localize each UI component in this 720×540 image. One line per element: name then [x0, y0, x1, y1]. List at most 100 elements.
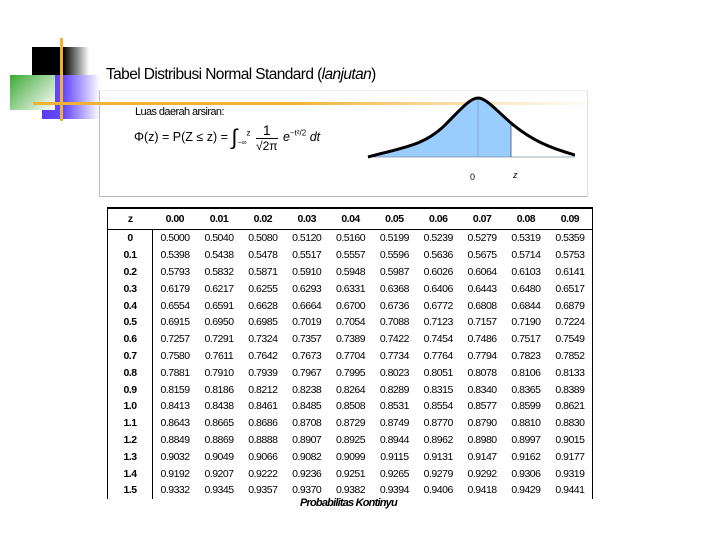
probability-cell: 0.8770: [423, 417, 454, 430]
probability-cell: 0.5793: [160, 265, 190, 278]
probability-cell: 0.5239: [423, 232, 454, 245]
probability-cell: 0.9292: [467, 467, 498, 480]
probability-cell: 0.6217: [204, 282, 234, 295]
table-row: 0.4 0.6554 0.6591 0.6628 0.6664 0.6700 0.6736 0…: [107, 297, 593, 314]
probability-cell: 0.6368: [379, 282, 410, 295]
probability-cell: 0.9099: [335, 450, 366, 463]
probability-cell: 0.9418: [467, 484, 498, 497]
probability-cell: 0.7291: [204, 333, 234, 346]
probability-cell: 0.8133: [555, 366, 585, 379]
probability-cell: 0.5636: [423, 249, 454, 262]
z-value-cell: 0.9: [107, 381, 153, 398]
integral-sign: ∫: [231, 124, 238, 150]
probability-cell: 0.5040: [204, 232, 234, 245]
title-text: Tabel Distribusi Normal Standard (: [106, 66, 322, 83]
title-end: ): [371, 66, 376, 83]
probability-cell: 0.7054: [335, 316, 366, 329]
probability-cell: 0.8849: [160, 433, 190, 446]
probability-cell: 0.7734: [379, 349, 410, 362]
probability-cell: 0.5120: [292, 232, 322, 245]
probability-cell: 0.6103: [511, 265, 541, 278]
z-value-cell: 1.0: [107, 397, 153, 415]
probability-cell: 0.9236: [292, 467, 322, 480]
probability-cell: 0.9319: [555, 467, 585, 480]
probability-cell: 0.9147: [467, 450, 498, 463]
probability-cell: 0.8186: [204, 383, 234, 396]
probability-cell: 0.8686: [248, 417, 278, 430]
table-row: 0.7 0.7580 0.7611 0.7642 0.7673 0.7704 0.7734 0…: [107, 347, 593, 365]
probability-cell: 0.9441: [555, 484, 585, 497]
probability-cell: 0.9429: [511, 484, 541, 497]
probability-cell: 0.8925: [335, 433, 366, 446]
probability-cell: 0.6591: [204, 299, 234, 312]
probability-cell: 0.8980: [467, 433, 498, 446]
bell-curve: [367, 96, 575, 159]
probability-cell: 0.9306: [511, 467, 541, 480]
probability-cell: 0.6664: [292, 299, 322, 312]
probability-cell: 0.8389: [555, 383, 585, 396]
probability-cell: 0.8729: [335, 417, 366, 430]
probability-cell: 0.7486: [467, 333, 498, 346]
table-row: 1.2 0.8849 0.8869 0.8888 0.8907 0.8925 0.8944 0…: [107, 431, 593, 449]
probability-cell: 0.7764: [423, 349, 454, 362]
probability-cell: 0.7852: [555, 349, 585, 362]
probability-cell: 0.5910: [292, 265, 322, 278]
table-row: 0.1 0.5398 0.5438 0.5478 0.5517 0.5557 0.5596 0…: [107, 246, 593, 264]
probability-cell: 0.6406: [423, 282, 454, 295]
probability-cell: 0.8944: [379, 433, 410, 446]
probability-cell: 0.8212: [248, 383, 278, 396]
probability-cell: 0.7257: [160, 333, 190, 346]
probability-cell: 0.9082: [292, 450, 322, 463]
decor-horizontal-line: [33, 102, 603, 105]
probability-cell: 0.9032: [160, 450, 190, 463]
header-cell: 0.07: [460, 208, 504, 230]
probability-cell: 0.5438: [204, 249, 234, 262]
probability-cell: 0.9015: [555, 433, 585, 446]
probability-cell: 0.7517: [511, 333, 541, 346]
probability-cell: 0.8289: [379, 383, 410, 396]
probability-cell: 0.8621: [555, 400, 585, 413]
probability-cell: 0.9406: [423, 484, 454, 497]
probability-cell: 0.5279: [467, 232, 498, 245]
probability-cell: 0.9382: [335, 484, 366, 497]
probability-cell: 0.7967: [292, 366, 322, 379]
table-row: 1.0 0.8413 0.8438 0.8461 0.8485 0.8508 0.8531 0…: [107, 397, 593, 415]
probability-cell: 0.9265: [379, 467, 410, 480]
probability-cell: 0.9394: [379, 484, 410, 497]
probability-cell: 0.7357: [292, 333, 322, 346]
probability-cell: 0.7995: [335, 366, 366, 379]
table-row: 0.2 0.5793 0.5832 0.5871 0.5910 0.5948 0.5987 0…: [107, 263, 593, 281]
z-value-cell: 0.4: [107, 297, 153, 314]
probability-cell: 0.9049: [204, 450, 234, 463]
probability-cell: 0.7580: [160, 349, 190, 362]
axis-label-zero: 0: [470, 172, 476, 182]
probability-cell: 0.5000: [160, 232, 190, 245]
z-value-cell: 0.6: [107, 330, 153, 348]
probability-cell: 0.7157: [467, 316, 498, 329]
table-row: 0 0.5000 0.5040 0.5080 0.5120 0.5160 0.5199 0.5…: [107, 229, 593, 247]
table-row: 0.6 0.7257 0.7291 0.7324 0.7357 0.7389 0.7422 0…: [107, 330, 593, 348]
title-italic: lanjutan: [321, 66, 372, 83]
probability-cell: 0.9177: [555, 450, 585, 463]
probability-cell: 0.6026: [423, 265, 454, 278]
probability-cell: 0.8869: [204, 433, 234, 446]
probability-cell: 0.8340: [467, 383, 498, 396]
probability-cell: 0.9115: [380, 450, 409, 463]
probability-cell: 0.6293: [292, 282, 322, 295]
table-row: 0.3 0.6179 0.6217 0.6255 0.6293 0.6331 0.6368 0…: [107, 280, 593, 298]
probability-cell: 0.8078: [467, 366, 498, 379]
probability-cell: 0.6331: [335, 282, 366, 295]
cdf-formula: Φ(z) = P(Z ≤ z) = ∫−∞z 1 √2π e−t²/2 dt: [134, 122, 320, 153]
header-cell: z: [107, 208, 153, 230]
header-cell: 0.00: [152, 208, 198, 230]
probability-cell: 0.5319: [511, 232, 541, 245]
z-value-cell: 1.4: [107, 465, 153, 482]
probability-cell: 0.7324: [248, 333, 278, 346]
probability-cell: 0.8531: [379, 400, 410, 413]
probability-cell: 0.8238: [292, 383, 322, 396]
probability-cell: 0.6700: [335, 299, 366, 312]
probability-cell: 0.6950: [204, 316, 234, 329]
probability-cell: 0.8051: [423, 366, 454, 379]
probability-cell: 0.6772: [423, 299, 454, 312]
table-body: 0 0.5000 0.5040 0.5080 0.5120 0.5160 0.5199 0.5…: [107, 229, 593, 499]
